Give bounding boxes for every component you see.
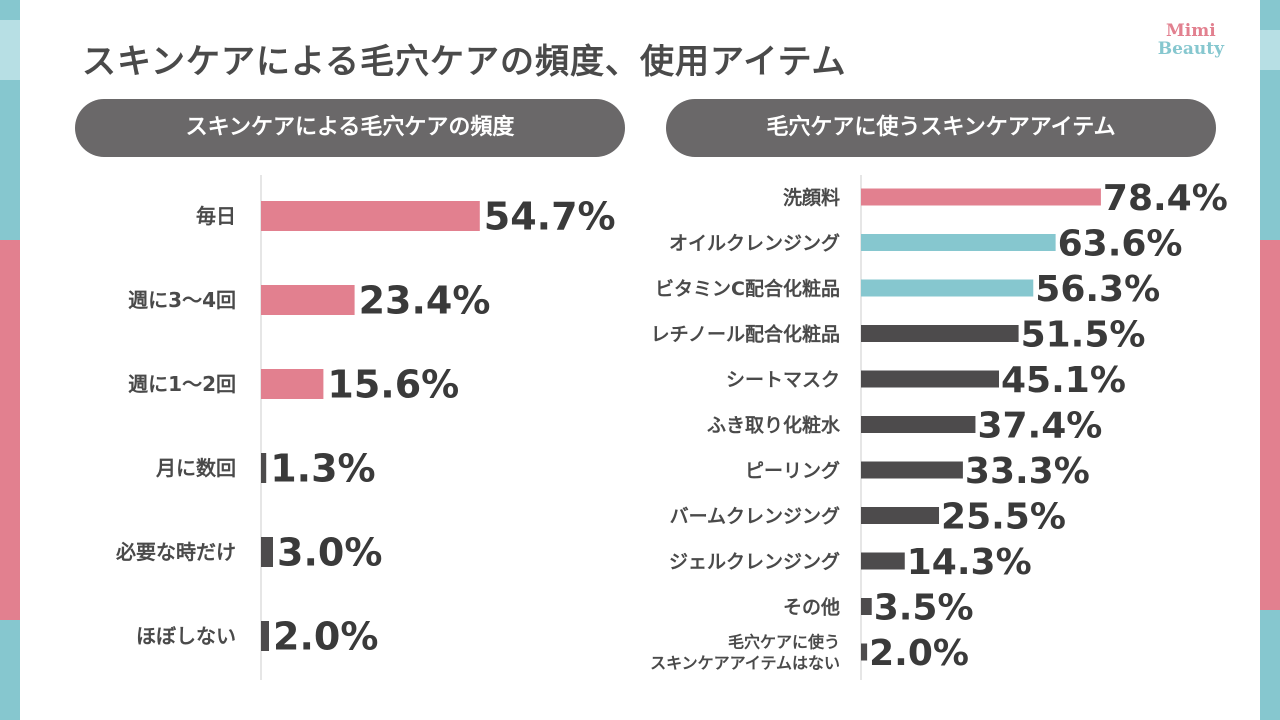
brand-logo: Mimi Beauty [1158, 22, 1224, 58]
category-label-line: オイルクレンジング [669, 231, 840, 254]
chart-2-value-label: 51.5% [1021, 314, 1146, 355]
chart-2-category-label: レチノール配合化粧品 [651, 322, 840, 345]
category-label-line: 必要な時だけ [115, 540, 236, 564]
page-title: スキンケアによる毛穴ケアの頻度、使用アイテム [82, 42, 847, 82]
chart-2-category-label: ジェルクレンジング [669, 550, 840, 573]
logo-line-1: Mimi [1165, 21, 1216, 41]
chart-1-category-label: 週に3〜4回 [128, 288, 236, 312]
logo-line-2: Beauty [1157, 39, 1224, 59]
category-label-line: 毎日 [196, 204, 236, 228]
category-label-line: ふき取り化粧水 [707, 413, 841, 436]
category-label-line: 週に3〜4回 [128, 288, 236, 312]
chart-2-category-label: シートマスク [726, 369, 840, 391]
category-label-line: ピーリング [745, 459, 840, 482]
chart-2-value-label: 2.0% [869, 633, 969, 674]
category-label-line: ビタミンC配合化粧品 [655, 277, 840, 300]
chart-1-value-label: 54.7% [484, 195, 616, 239]
category-label-line: その他 [783, 595, 840, 618]
chart-2-bar [861, 507, 940, 524]
chart-2-bar [861, 461, 963, 479]
category-label-line: 毛穴ケアに使う [728, 632, 840, 651]
chart-1-category-label: 毎日 [196, 204, 236, 228]
edge-stripe [0, 20, 20, 80]
chart-1-value-label: 2.0% [273, 615, 378, 659]
chart-2-value-label: 14.3% [907, 542, 1032, 583]
category-label-line: 洗顔料 [783, 186, 840, 209]
chart-2-value-label: 37.4% [977, 405, 1102, 446]
chart-1-category-label: 必要な時だけ [115, 540, 236, 564]
chart-2-value-label: 56.3% [1035, 269, 1160, 310]
chart-1-value-label: 15.6% [327, 363, 459, 407]
chart-1-category-label: 月に数回 [155, 456, 236, 480]
chart-1-category-label: 週に1〜2回 [128, 372, 236, 396]
chart-2-value-label: 25.5% [941, 496, 1066, 537]
chart-2-bar [861, 370, 1000, 388]
category-label-line: シートマスク [726, 369, 840, 391]
edge-stripe [1260, 30, 1280, 70]
chart-2-value-label: 3.5% [874, 587, 974, 628]
edge-stripe [1260, 240, 1280, 610]
chart-2-category-label: ふき取り化粧水 [707, 413, 841, 436]
chart-1-bar [261, 285, 355, 315]
category-label-line: ほぼしない [136, 624, 236, 648]
chart-2-category-label: ピーリング [745, 459, 840, 482]
chart-2-bar [861, 416, 976, 433]
category-label-line: ジェルクレンジング [669, 550, 840, 573]
chart-2-value-label: 78.4% [1103, 178, 1228, 219]
chart-2-category-label: 洗顔料 [783, 186, 840, 209]
chart-2-bar [861, 234, 1056, 251]
edge-stripe [0, 240, 20, 620]
chart-2-value-label: 45.1% [1001, 360, 1126, 401]
chart-1-bar [261, 621, 269, 651]
chart-2-category-label: ビタミンC配合化粧品 [655, 277, 840, 300]
chart-2-category-label: バームクレンジング [670, 504, 840, 527]
chart-2-category-label: その他 [783, 595, 840, 618]
chart-2-bar [861, 598, 872, 615]
category-label-line: 週に1〜2回 [128, 372, 236, 396]
category-label-line: バームクレンジング [670, 504, 840, 527]
chart-1-title-pill: スキンケアによる毛穴ケアの頻度 [75, 99, 625, 157]
content-card: スキンケアによる毛穴ケアの頻度、使用アイテム Mimi Beauty スキンケア… [20, 0, 1260, 720]
chart-2-title-pill: 毛穴ケアに使うスキンケアアイテム [666, 99, 1216, 157]
chart-2-value-label: 33.3% [965, 451, 1090, 492]
chart-1-bar [261, 537, 273, 567]
chart-1-bar [261, 369, 324, 399]
chart-2-value-label: 63.6% [1058, 223, 1183, 264]
chart-2-category-label: 毛穴ケアに使うスキンケアアイテムはない [650, 632, 840, 672]
chart-1-category-label: ほぼしない [136, 624, 236, 648]
chart-1-bar [261, 453, 267, 483]
chart-2-category-label: オイルクレンジング [669, 231, 840, 254]
chart-2-bar [861, 188, 1101, 206]
category-label-line: レチノール配合化粧品 [651, 322, 840, 345]
chart-2-bar [861, 643, 868, 661]
category-label-line: スキンケアアイテムはない [650, 653, 840, 672]
category-label-line: 月に数回 [155, 456, 236, 480]
chart-1-value-label: 23.4% [359, 279, 491, 323]
chart-1-bar [261, 201, 480, 231]
chart-1-value-label: 1.3% [270, 447, 375, 491]
chart-2-bar [861, 325, 1019, 342]
chart-2-bar [861, 552, 905, 570]
chart-2-bar [861, 279, 1034, 297]
chart-1-value-label: 3.0% [277, 531, 382, 575]
